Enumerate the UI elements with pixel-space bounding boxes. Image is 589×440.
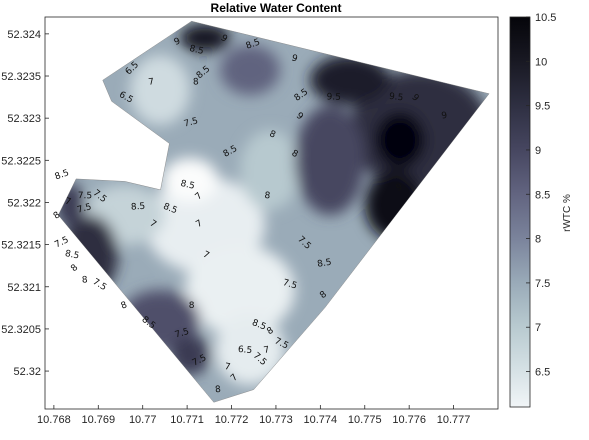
contour-label: 7 <box>229 372 240 383</box>
colorbar-label: rWTC % <box>562 194 573 232</box>
contour-label: 9 <box>219 33 230 45</box>
contour-label: 8.5 <box>64 249 80 262</box>
contour-label: 8 <box>120 300 129 311</box>
colorbar-tick-label: 8.5 <box>535 189 550 201</box>
contour-label: 7 <box>148 77 155 88</box>
y-tick-label: 52.321 <box>7 282 41 294</box>
contour-label: 8.5 <box>188 44 204 57</box>
contour-label: 8 <box>265 326 275 338</box>
contour-label: 7.5 <box>76 202 92 215</box>
contour-label: 8 <box>189 301 195 311</box>
contour-label: 8 <box>268 129 277 141</box>
chart-title: Relative Water Content <box>211 1 342 15</box>
colorbar-tick-label: 7.5 <box>535 278 550 290</box>
y-tick-label: 52.3205 <box>1 324 41 336</box>
zone-dark-core-1 <box>375 112 425 168</box>
contour-label: 9 <box>395 182 405 194</box>
x-tick-label: 10.773 <box>259 414 293 426</box>
x-tick-label: 10.769 <box>81 414 115 426</box>
contour-label: 7.5 <box>78 191 93 201</box>
contour-label: 8 <box>82 275 89 285</box>
contour-label: 9.5 <box>388 92 403 104</box>
x-axis: 10.768 10.769 10.77 10.771 10.772 10.773 10.77… <box>37 405 470 426</box>
contour-label: 6.5 <box>237 345 252 356</box>
x-tick-label: 10.77 <box>129 414 157 426</box>
zone-dark-topleft <box>180 24 230 52</box>
zone-light-bottom <box>215 315 285 385</box>
colorbar-tick-label: 10 <box>535 56 547 68</box>
zone-light-hole <box>162 158 218 202</box>
contour-label: 8 <box>52 210 63 222</box>
y-tick-label: 52.3215 <box>1 240 41 252</box>
contour-field <box>58 21 490 403</box>
contour-label: 8.5 <box>245 38 262 52</box>
contour-label: 7 <box>224 362 231 373</box>
colorbar-tick-label: 9 <box>535 145 541 157</box>
field-outline <box>58 20 490 403</box>
colorbar-tick-label: 8 <box>535 234 541 246</box>
y-tick-label: 52.3235 <box>1 71 41 83</box>
zone-light-mid <box>240 130 300 210</box>
y-tick-label: 52.322 <box>7 197 41 209</box>
contour-label: 8 <box>69 263 80 274</box>
colorbar-tick-label: 10.5 <box>535 12 556 24</box>
contour-label: 8.5 <box>179 179 195 192</box>
colorbar-ticks: 6.5 7 7.5 8 8.5 9 9.5 10 10.5 <box>526 12 556 379</box>
zone-dark-upper <box>220 45 280 95</box>
contour-label: 9 <box>409 93 420 104</box>
contour-label: 7 <box>194 191 205 202</box>
contour-label: 9 <box>290 53 299 64</box>
contour-label: 7.5 <box>174 327 191 341</box>
contour-label: 8.5 <box>54 168 71 182</box>
contour-label: 8 <box>193 77 200 87</box>
contour-label: 9 <box>294 111 305 123</box>
x-tick-label: 10.772 <box>215 414 249 426</box>
contour-label: 8.5 <box>131 202 146 213</box>
x-tick-label: 10.777 <box>437 414 471 426</box>
zone-dark-top <box>310 55 390 105</box>
zone-light-lower <box>185 245 295 335</box>
zone-light-top <box>130 55 190 125</box>
y-tick-label: 52.32 <box>13 366 41 378</box>
colorbar <box>509 16 531 408</box>
colorbar-tick-label: 9.5 <box>535 101 550 113</box>
contour-label: 7.5 <box>183 116 199 129</box>
x-tick-label: 10.775 <box>348 414 382 426</box>
x-tick-label: 10.776 <box>392 414 426 426</box>
colorbar-tick-label: 7 <box>535 322 541 334</box>
contour-label: 8.5 <box>317 258 333 270</box>
contour-label: 9 <box>441 111 448 122</box>
y-tick-label: 52.324 <box>7 29 41 41</box>
contour-label: 7 <box>148 219 158 231</box>
contour-label: 7 <box>194 219 204 231</box>
contour-label: 7 <box>201 250 211 262</box>
contour-label: 7 <box>263 345 271 356</box>
contour-label: 8.5 <box>162 202 179 217</box>
y-tick-label: 52.323 <box>7 113 41 125</box>
x-tick-label: 10.771 <box>170 414 204 426</box>
y-tick-label: 52.3225 <box>1 155 41 167</box>
contour-label: 8 <box>290 149 300 161</box>
y-axis: 52.324 52.3235 52.323 52.3225 52.322 52.3215 5… <box>1 29 49 378</box>
contour-label: 8 <box>215 385 222 396</box>
contour-label: 7.5 <box>282 278 299 292</box>
zone-dark-band <box>295 105 365 215</box>
x-tick-label: 10.774 <box>304 414 338 426</box>
contour-label: 8.5 <box>250 318 267 332</box>
contour-label: 8 <box>318 289 329 301</box>
contour-label: 7 <box>64 197 72 208</box>
contour-label: 9 <box>173 36 183 48</box>
x-tick-label: 10.768 <box>37 414 71 426</box>
colorbar-tick-label: 6.5 <box>535 367 550 379</box>
contour-label: 9.5 <box>326 92 341 102</box>
contour-label: 8 <box>264 191 271 202</box>
